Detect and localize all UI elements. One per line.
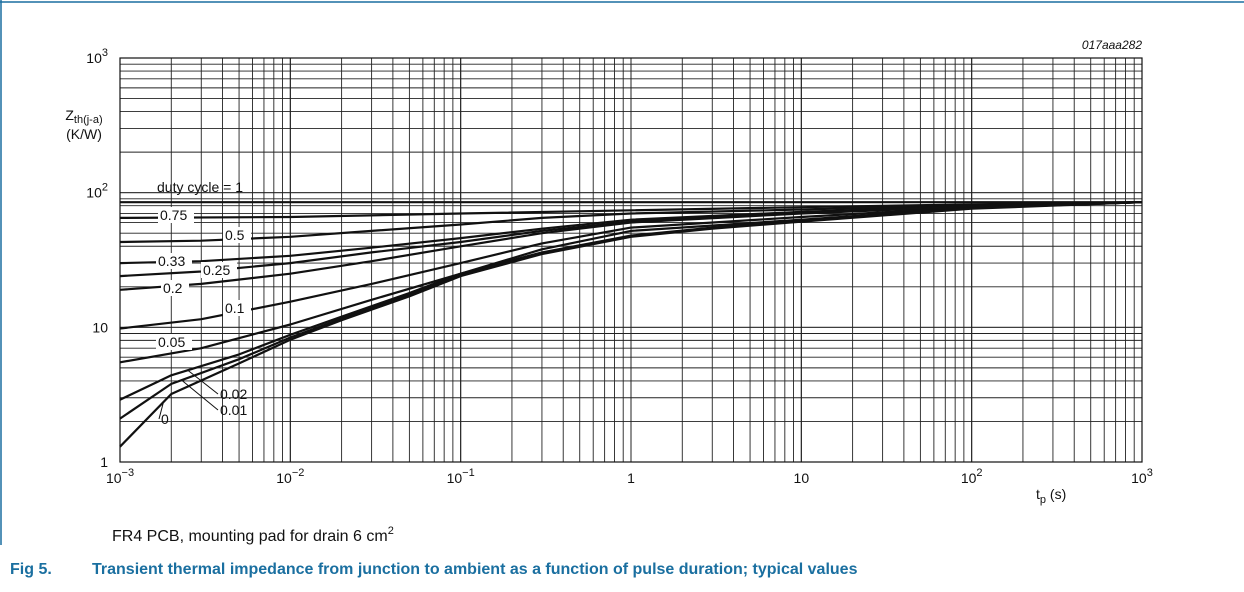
y-tick-label: 1 <box>100 454 108 470</box>
series-label: 0.33 <box>158 253 185 269</box>
series-labels: duty cycle = 1 0.75 0.5 0.33 0.25 0.2 0.1 0.05 0… <box>156 179 251 427</box>
series-label: 0.2 <box>163 280 183 296</box>
series-label-background <box>156 334 192 350</box>
x-tick-label: 10−1 <box>447 467 475 486</box>
figure-code: 017aaa282 <box>1082 38 1142 52</box>
series-line <box>119 201 1143 448</box>
chart-footnote: FR4 PCB, mounting pad for drain 6 cm2 <box>112 525 394 546</box>
x-tick-label: 10 <box>794 470 810 486</box>
x-tick-label: 10−3 <box>106 467 134 486</box>
series-label: duty cycle = 1 <box>157 179 243 195</box>
series-label: 0.5 <box>225 227 245 243</box>
figure-number: Fig 5. <box>10 561 52 578</box>
chart: 017aaa282 10−3 10−2 10−1 1 10 102 103 1 10 102 103 Z… <box>65 38 1153 506</box>
x-tick-label: 103 <box>1131 467 1153 486</box>
x-tick-label: 10−2 <box>276 467 304 486</box>
footnote-superscript: 2 <box>387 525 394 537</box>
x-tick-label: 1 <box>627 470 635 486</box>
x-axis-label: tp (s) <box>1036 486 1066 506</box>
series-label: 0.01 <box>220 402 247 418</box>
series-line <box>119 201 1143 291</box>
series-label-background <box>158 207 194 223</box>
series-label: 0.05 <box>158 334 185 350</box>
series-label-leader <box>181 379 219 411</box>
series-label-leader <box>187 369 219 395</box>
plot-border <box>119 57 1143 463</box>
series-label: 0.02 <box>220 386 247 402</box>
series-label-background <box>201 262 237 278</box>
y-tick-label: 10 <box>92 319 108 335</box>
x-tick-label: 102 <box>961 467 983 486</box>
series-label: 0.1 <box>225 300 245 316</box>
y-axis-unit: (K/W) <box>66 126 102 142</box>
figure-title: Transient thermal impedance from junctio… <box>92 561 858 578</box>
figure-caption: Fig 5. Transient thermal impedance from j… <box>10 561 857 579</box>
series-label: 0 <box>161 411 169 427</box>
footnote-text: FR4 PCB, mounting pad for drain 6 cm <box>112 528 388 545</box>
series-label-background <box>156 253 192 269</box>
series-label: 0.75 <box>160 207 187 223</box>
y-tick-label: 103 <box>86 47 108 66</box>
y-axis-label: Zth(j-a) <box>65 107 102 126</box>
series-label-background <box>223 227 251 243</box>
series-label: 0.25 <box>203 262 230 278</box>
series-label-background <box>223 300 251 316</box>
chart-grid <box>119 57 1143 463</box>
series-label-leader <box>158 401 164 420</box>
series-label-background <box>161 280 189 296</box>
y-tick-label: 102 <box>86 182 108 201</box>
